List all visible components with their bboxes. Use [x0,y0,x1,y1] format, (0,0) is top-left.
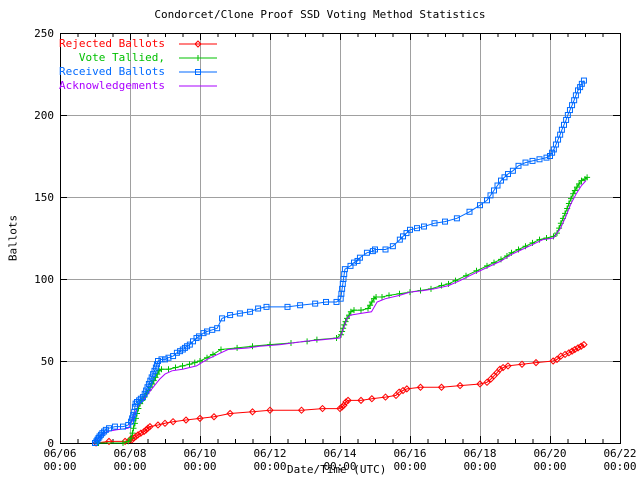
svg-text:06/22: 06/22 [603,447,636,460]
svg-text:06/08: 06/08 [113,447,146,460]
svg-text:200: 200 [34,109,54,122]
svg-text:50: 50 [41,355,54,368]
chart-title: Condorcet/Clone Proof SSD Voting Method … [154,8,486,21]
svg-text:00:00: 00:00 [393,460,426,473]
svg-text:00:00: 00:00 [43,460,76,473]
svg-text:100: 100 [34,273,54,286]
svg-text:06/12: 06/12 [253,447,286,460]
y-axis-label: Ballots [6,214,20,262]
svg-text:06/18: 06/18 [463,447,496,460]
legend-label: Vote Tallied, [78,51,165,64]
legend-line-sample-square-icon [179,68,217,75]
legend-line-sample-plus-icon [179,54,217,61]
svg-text:150: 150 [34,191,54,204]
svg-text:250: 250 [34,27,54,40]
legend-item-acknowledgements: Acknowledgements [40,79,219,92]
x-axis-label: Date/Time (UTC) [287,463,387,476]
svg-text:00:00: 00:00 [253,460,286,473]
legend-label: Acknowledgements [59,79,165,92]
svg-text:00:00: 00:00 [463,460,496,473]
legend-item-rejected-ballots: Rejected Ballots [40,37,219,50]
legend-line-sample-diamond-icon [179,39,217,48]
legend-item-received-ballots: Received Ballots [40,65,219,78]
svg-text:00:00: 00:00 [113,460,146,473]
legend-label: Received Ballots [59,65,165,78]
legend-label: Rejected Ballots [59,37,165,50]
svg-text:06/16: 06/16 [393,447,426,460]
legend-line-sample-plain-icon [179,85,217,86]
svg-text:06/14: 06/14 [323,447,356,460]
svg-text:00:00: 00:00 [533,460,566,473]
svg-text:06/20: 06/20 [533,447,566,460]
svg-text:00:00: 00:00 [323,460,356,473]
svg-text:0: 0 [47,437,54,450]
svg-text:00:00: 00:00 [603,460,636,473]
svg-text:06/06: 06/06 [43,447,76,460]
svg-text:06/10: 06/10 [183,447,216,460]
svg-text:00:00: 00:00 [183,460,216,473]
legend-item-vote-tallied: Vote Tallied, [40,51,219,64]
